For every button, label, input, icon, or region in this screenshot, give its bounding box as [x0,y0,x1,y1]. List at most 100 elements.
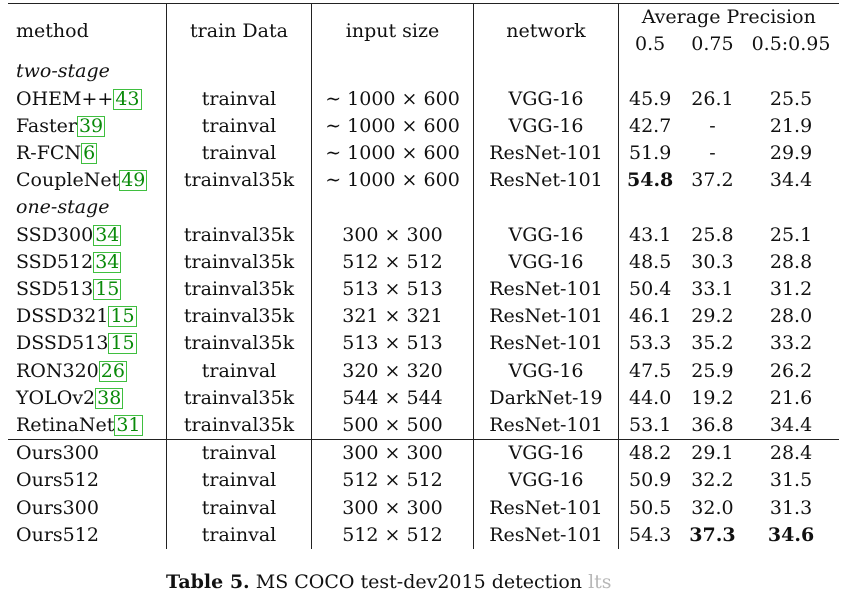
table-row: SSD512 34 trainval35k 512 × 512 VGG-16 48.5 30… [8,248,839,277]
ap75-cell: - [709,114,716,137]
citation-link[interactable]: 26 [98,359,127,382]
ap75-cell: 26.1 [691,87,734,110]
section-label: one-stage [16,196,110,219]
citation-number: 15 [110,332,135,355]
method-cell: SSD512 34 [8,249,167,276]
citation-number: 43 [115,87,140,110]
ap-cell: 26.2 [769,359,813,382]
table-row: SSD300 34 trainval35k 300 × 300 VGG-16 43.1 25… [8,221,839,249]
method-cell: RetinaNet 31 [8,412,167,440]
method-name: SSD512 [16,250,94,273]
table-row: R-FCN 6 trainval ∼ 1000 × 600 ResNet-101 51.9… [8,140,839,168]
train-data-cell: trainval [166,112,312,141]
ap50-cell: 51.9 [618,140,682,168]
method-name: DSSD321 [16,305,109,328]
citation-link[interactable]: 34 [93,251,122,273]
citation-link[interactable]: 15 [108,332,137,355]
input-size-cell: ∼ 1000 × 600 [311,112,474,141]
table-body: two-stage OHEM++ 43 trainval ∼ 1000 × 600 VGG… [8,58,839,550]
table-row: DSSD321 15 trainval35k 321 × 321 ResNet-101 4… [8,303,839,331]
citation-link[interactable]: 34 [93,224,122,246]
empty-cell [744,194,839,221]
train-data-cell: trainval [166,85,312,113]
empty-cell [311,194,474,222]
train-data-cell: trainval35k [166,384,312,413]
train-data-cell: trainval [166,140,312,168]
train-data-cell: trainval [166,467,312,495]
network-cell: VGG-16 [473,357,619,385]
input-size-cell: 500 × 500 [311,412,474,440]
citation-number: 26 [100,359,125,382]
network-cell: ResNet-101 [473,303,619,331]
citation-number: 15 [110,305,135,328]
input-size-cell: 512 × 512 [311,467,474,495]
ap75-cell: 36.8 [691,414,734,437]
ap75-cell: 37.3 [689,523,736,546]
method-name: RON320 [16,359,99,382]
header-average-precision: Average Precision [618,3,839,32]
ap50-cell: 50.5 [618,494,682,522]
table-row: Ours300 trainval 300 × 300 ResNet-101 50.5 32… [8,494,839,522]
input-size-cell: 300 × 300 [311,494,474,522]
input-size-cell: 320 × 320 [311,357,474,385]
network-cell: ResNet-101 [473,494,619,522]
ap-cell: 31.3 [769,496,813,519]
train-data-cell: trainval [166,357,312,385]
ap-cell: 34.4 [769,414,813,437]
citation-link[interactable]: 15 [93,279,122,301]
citation-link[interactable]: 31 [114,414,143,437]
train-data-cell: trainval35k [166,303,312,331]
header-ap-50-95: 0.5:0.95 [751,33,831,56]
network-cell: ResNet-101 [473,412,619,440]
citation-link[interactable]: 6 [81,143,98,165]
method-cell: OHEM++ 43 [8,86,167,113]
caption-faded-text: lts [588,571,612,593]
header-network: network [473,3,619,59]
ap50-cell: 50.9 [618,467,682,495]
header-input-size: input size [311,3,474,59]
input-size-cell: 513 × 513 [311,276,474,304]
ap-cell: 33.2 [769,332,813,355]
table-row: OHEM++ 43 trainval ∼ 1000 × 600 VGG-16 45.9 26… [8,85,839,113]
empty-cell [166,194,312,222]
ap75-cell: 35.2 [691,332,734,355]
ap-cell: 31.5 [769,469,813,492]
ap50-cell: 48.2 [618,439,682,468]
citation-number: 38 [97,386,122,409]
method-cell: Faster 39 [8,113,167,140]
method-name: CoupleNet [16,169,120,192]
citation-link[interactable]: 38 [95,386,124,409]
method-name: Ours300 [16,496,99,519]
section-label: two-stage [16,60,110,83]
ap50-cell: 46.1 [618,303,682,331]
ap50-cell: 45.9 [618,85,682,113]
ap75-cell: 25.8 [691,223,734,246]
input-size-cell: ∼ 1000 × 600 [311,85,474,113]
citation-link[interactable]: 15 [108,305,137,328]
method-cell: Ours512 [8,522,167,549]
method-cell: R-FCN 6 [8,140,167,167]
citation-link[interactable]: 49 [119,169,148,192]
table-row: RetinaNet 31 trainval35k 500 × 500 ResNet-10… [8,412,839,440]
citation-number: 49 [121,169,146,192]
method-cell: SSD300 34 [8,222,167,249]
citation-number: 31 [116,414,141,437]
ap50-cell: 53.1 [618,412,682,440]
ap-cell: 25.5 [769,87,813,110]
table-row: YOLOv2 38 trainval35k 544 × 544 DarkNet-19 44… [8,384,839,413]
network-cell: ResNet-101 [473,140,619,168]
citation-link[interactable]: 39 [76,115,106,137]
ap-cell: 21.6 [769,386,813,409]
ap75-cell: 32.0 [691,496,734,519]
input-size-cell: 512 × 512 [311,248,474,277]
empty-cell [311,58,474,86]
ap-cell: 29.9 [769,142,813,165]
method-cell: Ours300 [8,495,167,522]
empty-cell [166,58,312,86]
ap50-cell: 54.3 [618,521,682,550]
method-name: YOLOv2 [16,386,96,409]
citation-link[interactable]: 43 [113,87,142,110]
train-data-cell: trainval35k [166,248,312,277]
network-cell: DarkNet-19 [473,384,619,413]
ap50-cell: 48.5 [618,248,682,277]
